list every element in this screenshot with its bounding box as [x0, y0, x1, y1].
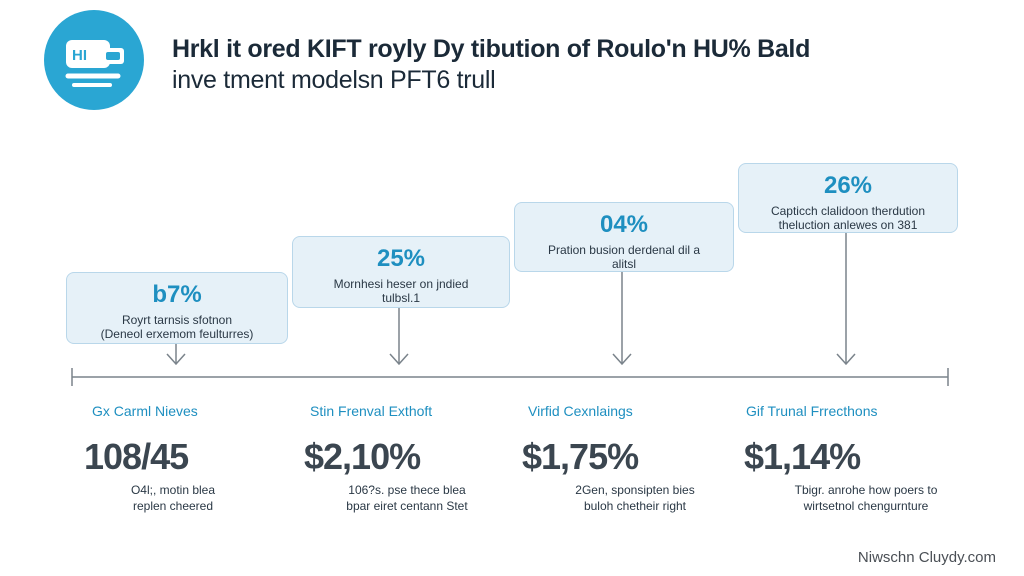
stage-percent: b7%	[152, 281, 202, 308]
stage-desc-line-2: tulbsl.1	[381, 291, 421, 305]
svg-text:HI: HI	[72, 47, 87, 64]
column-value-3: $1,75%	[522, 436, 639, 477]
column-value-1: 108/45	[84, 436, 189, 477]
column-note-2: 106?s. pse thece blea bpar eiret centann…	[312, 482, 502, 514]
column-note-line-2: wirtsetnol chengurnture	[803, 499, 929, 513]
title-line-2: inve tment modelsn PFT6 trull	[172, 66, 496, 94]
column-heading-3: Virfid Cexnlaings	[528, 403, 633, 419]
column-note-line-2: replen cheered	[132, 499, 214, 513]
stage-desc-line-2: (Deneol erxemom feulturres)	[100, 327, 254, 341]
stage-card-2: 25% Mornhesi heser on jndied tulbsl.1	[292, 236, 510, 308]
timeline-axis	[71, 368, 949, 386]
connector-arrow-3	[612, 272, 632, 366]
stage-desc-line-2: alitsl	[611, 257, 636, 271]
stage-card-3: 04% Pration busion derdenal dil a alitsl	[514, 202, 734, 272]
footer-credit: Niwschn Cluydy.com	[857, 549, 996, 566]
stage-percent: 26%	[823, 172, 873, 199]
connector-arrow-2	[389, 308, 409, 366]
stage-desc-line-1: Capticch clalidoon therdution	[770, 204, 926, 218]
logo-badge: HI	[44, 10, 144, 110]
column-note-line-1: O4l;, motin blea	[130, 483, 216, 497]
hi-badge-icon: HI	[65, 40, 124, 87]
column-note-line-1: Tbigr. anrohe how poers to	[794, 483, 938, 497]
column-note-4: Tbigr. anrohe how poers to wirtsetnol ch…	[766, 482, 966, 514]
column-note-line-2: buloh chetheir right	[583, 499, 687, 513]
title-line-1: Hrkl it ored KIFT royly Dy tibution of R…	[172, 35, 811, 63]
connector-arrow-1	[166, 344, 186, 366]
stage-desc-line-2: theluction anlewes on 381	[778, 218, 918, 232]
stage-percent: 25%	[376, 245, 426, 272]
connector-arrow-4	[836, 233, 856, 366]
column-value-4: $1,14%	[744, 436, 861, 477]
column-note-line-1: 2Gen, sponsipten bies	[575, 483, 695, 497]
stage-desc-line-1: Pration busion derdenal dil a	[547, 243, 701, 257]
stage-desc-line-1: Mornhesi heser on jndied	[333, 277, 469, 291]
column-heading-4: Gif Trunal Frrecthons	[746, 403, 878, 419]
stage-card-1: b7% Royrt tarnsis sfotnon (Deneol erxemo…	[66, 272, 288, 344]
stage-percent: 04%	[599, 211, 649, 238]
column-note-line-1: 106?s. pse thece blea	[348, 483, 466, 497]
column-value-2: $2,10%	[304, 436, 421, 477]
page-title: Hrkl it ored KIFT royly Dy tibution of R…	[172, 34, 932, 96]
column-note-3: 2Gen, sponsipten bies buloh chetheir rig…	[540, 482, 730, 514]
column-heading-1: Gx Carml Nieves	[92, 403, 198, 419]
column-note-line-2: bpar eiret centann Stet	[346, 499, 468, 513]
stage-desc-line-1: Royrt tarnsis sfotnon	[121, 313, 233, 327]
column-note-1: O4l;, motin blea replen cheered	[78, 482, 268, 514]
column-heading-2: Stin Frenval Exthoft	[310, 403, 433, 419]
stage-card-4: 26% Capticch clalidoon therdution theluc…	[738, 163, 958, 233]
